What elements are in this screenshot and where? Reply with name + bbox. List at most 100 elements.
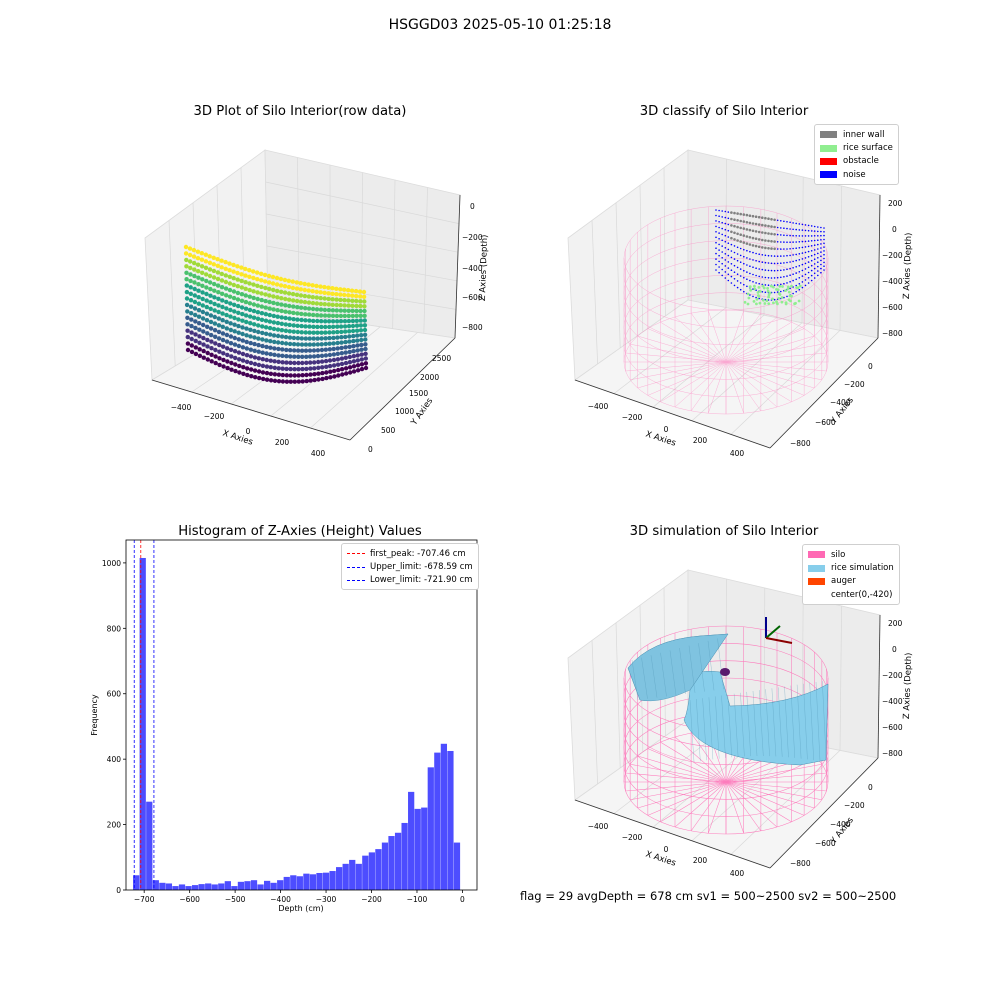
raw-scatter-point xyxy=(193,345,198,350)
rice-surface-point xyxy=(795,286,798,289)
raw-scatter-point xyxy=(271,300,276,306)
raw-scatter-point xyxy=(351,338,356,344)
raw-scatter-point xyxy=(183,244,189,250)
sim-xtick: 200 xyxy=(693,856,708,865)
raw-ztick: −400 xyxy=(462,264,483,273)
raw-scatter-point xyxy=(272,359,277,364)
rice-surface-point xyxy=(768,291,772,295)
classified-point xyxy=(733,278,736,280)
classified-point xyxy=(733,251,736,254)
raw-scatter-point xyxy=(339,329,344,335)
raw-scatter-point xyxy=(354,308,359,314)
raw-scatter-point xyxy=(188,278,193,284)
raw-scatter-point xyxy=(228,327,233,333)
raw-scatter-point xyxy=(200,309,206,315)
raw-scatter-point xyxy=(300,373,305,378)
classified-point xyxy=(743,290,745,293)
raw-scatter-point xyxy=(298,293,304,298)
classified-point xyxy=(804,279,807,281)
raw-scatter-point xyxy=(288,379,293,384)
raw-scatter-point xyxy=(275,333,281,339)
histogram-bar xyxy=(329,871,336,890)
raw-scatter-point xyxy=(264,331,269,336)
raw-scatter-point xyxy=(339,345,344,351)
raw-scatter-point xyxy=(237,370,242,375)
raw-scatter-point xyxy=(342,313,347,319)
raw-scatter-point xyxy=(343,339,348,345)
cls-ytick: −600 xyxy=(815,418,836,427)
raw-scatter-point xyxy=(268,352,273,357)
classified-point xyxy=(810,279,813,282)
raw-scatter-point xyxy=(244,333,249,338)
rice-surface-point xyxy=(787,298,791,302)
classified-point xyxy=(807,245,810,248)
classified-point xyxy=(792,279,794,282)
classified-point xyxy=(733,271,736,274)
histogram-axes-frame xyxy=(125,539,478,891)
rice-surface-point xyxy=(761,298,765,302)
classified-point xyxy=(804,262,807,265)
classified-point xyxy=(773,298,776,301)
classified-point xyxy=(773,255,776,257)
raw-scatter-point xyxy=(267,325,273,331)
rice-surface-point xyxy=(771,297,774,301)
classified-point xyxy=(754,244,758,248)
sim-xtick: −200 xyxy=(622,833,643,842)
legend-label: Lower_limit: -721.90 cm xyxy=(370,575,473,586)
raw-scatter-point xyxy=(259,271,264,276)
classified-point xyxy=(758,282,760,285)
raw-scatter-point xyxy=(284,354,289,359)
classified-point xyxy=(754,215,758,218)
classified-point xyxy=(718,215,720,217)
rice-surface-point xyxy=(778,293,782,296)
classified-point xyxy=(780,276,782,279)
classified-point xyxy=(727,229,730,232)
classified-point xyxy=(727,273,730,276)
classified-point xyxy=(780,220,782,222)
classified-point xyxy=(764,291,767,294)
classified-point xyxy=(798,229,801,231)
raw-scatter-point xyxy=(255,290,260,295)
legend-swatch-obstacle xyxy=(820,157,837,165)
raw-scatter-point xyxy=(216,336,222,341)
classified-point xyxy=(783,227,785,229)
classified-point xyxy=(764,231,767,235)
classified-point xyxy=(786,295,788,298)
raw-scatter-point xyxy=(331,324,336,329)
legend-label: noise xyxy=(843,169,866,180)
raw-scatter-point xyxy=(215,263,220,268)
classified-point xyxy=(746,285,748,288)
raw-scatter-point xyxy=(279,315,284,320)
raw-scatter-point xyxy=(276,346,281,352)
classified-point xyxy=(715,209,717,211)
classified-point xyxy=(755,282,757,284)
raw-scatter-point xyxy=(295,317,300,322)
raw-scatter-point xyxy=(335,351,340,356)
raw-scatter-point xyxy=(331,346,336,352)
rice-surface-point xyxy=(756,291,760,294)
raw-scatter-point xyxy=(184,296,190,301)
classified-point xyxy=(776,269,779,272)
classified-point xyxy=(801,246,804,249)
raw-scatter-point xyxy=(205,331,210,336)
rice-surface-point xyxy=(793,302,796,306)
raw-scatter-point xyxy=(326,291,331,296)
raw-scatter-point xyxy=(189,330,194,335)
raw-scatter-point xyxy=(252,348,257,353)
raw-scatter-point xyxy=(331,335,336,341)
classified-point xyxy=(798,265,801,267)
classified-point xyxy=(801,286,804,289)
classified-point xyxy=(721,227,723,230)
raw-scatter-point xyxy=(283,296,288,302)
raw-scatter-point xyxy=(350,318,356,324)
classified-point xyxy=(813,249,816,251)
raw-scatter-point xyxy=(232,335,237,341)
raw-scatter-point xyxy=(216,323,222,328)
classified-point xyxy=(807,271,810,274)
raw-scatter-point xyxy=(290,279,295,284)
classified-point xyxy=(724,216,727,219)
cls-ztick: −200 xyxy=(882,251,903,260)
histogram-ytick-label: 400 xyxy=(107,755,122,764)
classified-point xyxy=(733,245,736,247)
raw-scatter-point xyxy=(201,322,206,328)
